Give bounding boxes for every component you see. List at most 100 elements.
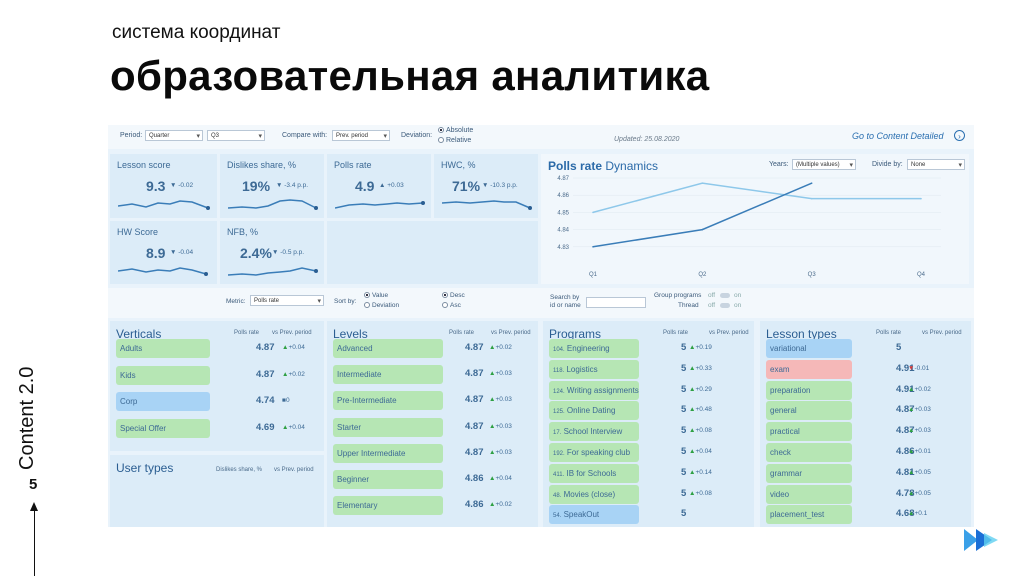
list-item[interactable]: exam 4.91 ▼-0.01 bbox=[760, 359, 971, 380]
item-label[interactable]: Beginner bbox=[333, 470, 443, 489]
item-label[interactable]: Advanced bbox=[333, 339, 443, 358]
kpi-lesson-score[interactable]: Lesson score 9.3 ▼ -0.02 bbox=[110, 154, 217, 218]
item-value: 5 bbox=[681, 508, 687, 520]
item-label[interactable]: Elementary bbox=[333, 496, 443, 516]
list-item[interactable]: preparation 4.91 ▲+0.02 bbox=[760, 380, 971, 401]
item-label[interactable]: grammar bbox=[766, 463, 852, 483]
item-label[interactable]: general bbox=[766, 401, 852, 421]
list-item[interactable]: 192. For speaking club 5 ▲+0.04 bbox=[543, 443, 754, 463]
list-item[interactable]: placement_test 4.68 ▲+0.1 bbox=[760, 505, 971, 525]
group-toggle[interactable] bbox=[720, 293, 730, 298]
item-label[interactable]: Pre-Intermediate bbox=[333, 391, 443, 411]
item-label[interactable]: Upper Intermediate bbox=[333, 443, 443, 463]
list-item[interactable]: Intermediate 4.87 ▲+0.03 bbox=[327, 365, 538, 385]
order-desc-radio[interactable]: Desc bbox=[442, 292, 465, 299]
list-item[interactable]: Pre-Intermediate 4.87 ▲+0.03 bbox=[327, 391, 538, 411]
list-item[interactable]: 48. Movies (close) 5 ▲+0.08 bbox=[543, 484, 754, 505]
list-item[interactable]: Advanced 4.87 ▲+0.02 bbox=[327, 339, 538, 359]
list-item[interactable]: video 4.78 ▲+0.05 bbox=[760, 484, 971, 505]
list-item[interactable]: 104. Engineering 5 ▲+0.19 bbox=[543, 339, 754, 359]
kpi-hw-score[interactable]: HW Score 8.9 ▼ -0.04 bbox=[110, 221, 217, 284]
order-asc-radio[interactable]: Asc bbox=[442, 302, 461, 309]
item-label[interactable]: 411. IB for Schools bbox=[549, 463, 639, 483]
divide-select[interactable]: None bbox=[907, 159, 965, 171]
list-item[interactable]: practical 4.87 ▲+0.03 bbox=[760, 422, 971, 442]
search-input[interactable] bbox=[586, 297, 646, 308]
item-label[interactable]: 118. Logistics bbox=[549, 359, 639, 379]
years-select[interactable]: (Multiple values) bbox=[792, 159, 856, 171]
thread-toggle[interactable] bbox=[720, 303, 730, 308]
list-item[interactable]: 124. Writing assignments 5 ▲+0.29 bbox=[543, 380, 754, 401]
list-item[interactable]: Corp 4.74 ■0 bbox=[110, 392, 324, 412]
deviation-relative[interactable]: Relative bbox=[438, 137, 471, 144]
item-label[interactable]: placement_test bbox=[766, 505, 852, 525]
sort-deviation-radio[interactable]: Deviation bbox=[364, 302, 399, 309]
list-item[interactable]: Elementary 4.86 ▲+0.02 bbox=[327, 496, 538, 516]
item-value: 5 bbox=[681, 404, 687, 416]
thread-label: Thread bbox=[678, 302, 699, 309]
item-label[interactable]: 124. Writing assignments bbox=[549, 380, 639, 400]
list-item[interactable]: Adults 4.87 ▲+0.04 bbox=[110, 339, 324, 359]
item-label[interactable]: 192. For speaking club bbox=[549, 443, 639, 462]
list-item[interactable]: Beginner 4.86 ▲+0.04 bbox=[327, 470, 538, 490]
list-item[interactable]: variational 5 bbox=[760, 339, 971, 359]
dashboard: Period: Quarter Q3 Compare with: Prev. p… bbox=[108, 125, 974, 527]
list-item[interactable]: 118. Logistics 5 ▲+0.33 bbox=[543, 359, 754, 380]
item-label[interactable]: preparation bbox=[766, 380, 852, 400]
col-header: Dislikes share, % bbox=[216, 467, 263, 473]
item-label[interactable]: practical bbox=[766, 422, 852, 442]
sort-value-radio[interactable]: Value bbox=[364, 292, 388, 299]
item-value: 4.87 bbox=[896, 404, 915, 416]
item-label[interactable]: 104. Engineering bbox=[549, 339, 639, 358]
list-item[interactable]: 411. IB for Schools 5 ▲+0.14 bbox=[543, 463, 754, 484]
item-label[interactable]: Intermediate bbox=[333, 365, 443, 385]
list-item[interactable]: Upper Intermediate 4.87 ▲+0.03 bbox=[327, 443, 538, 464]
list-item[interactable]: general 4.87 ▲+0.03 bbox=[760, 401, 971, 421]
item-label[interactable]: 17. School Interview bbox=[549, 422, 639, 442]
item-label[interactable]: Starter bbox=[333, 417, 443, 437]
list-item[interactable]: Special Offer 4.69 ▲+0.04 bbox=[110, 418, 324, 439]
item-label[interactable]: Corp bbox=[116, 392, 210, 411]
item-label[interactable]: 48. Movies (close) bbox=[549, 484, 639, 504]
col-header: Polls rate bbox=[663, 330, 689, 336]
chevron-right-icon[interactable]: › bbox=[954, 130, 965, 141]
item-value: 5 bbox=[681, 362, 687, 374]
goto-detailed-link[interactable]: Go to Content Detailed bbox=[852, 131, 944, 141]
kpi-nfb[interactable]: NFB, % 2.4% ▼ -0.5 p.p. bbox=[220, 221, 324, 284]
kpi-title: Lesson score bbox=[117, 160, 171, 170]
x-tick-label: Q4 bbox=[917, 272, 926, 278]
kpi-value: 2.4% bbox=[240, 245, 272, 261]
kpi-hwc[interactable]: HWC, % 71% ▼ -10.3 p.p. bbox=[434, 154, 538, 218]
list-item[interactable]: Starter 4.87 ▲+0.03 bbox=[327, 417, 538, 438]
compare-select[interactable]: Prev. period bbox=[332, 130, 390, 142]
item-label[interactable]: Kids bbox=[116, 365, 210, 385]
list-item[interactable]: check 4.86 ▲+0.01 bbox=[760, 443, 971, 463]
list-item[interactable]: 54. SpeakOut 5 bbox=[543, 505, 754, 525]
item-label[interactable]: 54. SpeakOut bbox=[549, 505, 639, 525]
item-value: 4.87 bbox=[465, 420, 484, 432]
item-label[interactable]: 125. Online Dating bbox=[549, 401, 639, 421]
item-label[interactable]: exam bbox=[766, 359, 852, 379]
item-delta: ▲+0.05 bbox=[908, 468, 931, 476]
kpi-dislikes-share[interactable]: Dislikes share, % 19% ▼ -3.4 p.p. bbox=[220, 154, 324, 218]
deviation-label: Deviation: bbox=[401, 132, 433, 139]
list-item[interactable]: 125. Online Dating 5 ▲+0.48 bbox=[543, 401, 754, 421]
item-label[interactable]: check bbox=[766, 443, 852, 462]
item-delta: ▼-0.01 bbox=[908, 364, 930, 372]
item-label[interactable]: video bbox=[766, 484, 852, 504]
item-label[interactable]: Special Offer bbox=[116, 418, 210, 438]
list-item[interactable]: 17. School Interview 5 ▲+0.08 bbox=[543, 422, 754, 442]
period-select[interactable]: Quarter bbox=[145, 130, 203, 142]
item-label[interactable]: Adults bbox=[116, 339, 210, 358]
item-label[interactable]: variational bbox=[766, 339, 852, 358]
kpi-polls-rate[interactable]: Polls rate 4.9 ▲ +0.03 bbox=[327, 154, 431, 218]
list-item[interactable]: grammar 4.81 ▲+0.05 bbox=[760, 463, 971, 484]
deviation-absolute[interactable]: Absolute bbox=[438, 127, 473, 134]
sparkline bbox=[118, 200, 210, 210]
metric-select[interactable]: Polls rate bbox=[250, 295, 324, 307]
list-item[interactable]: Kids 4.87 ▲+0.02 bbox=[110, 365, 324, 386]
quarter-select[interactable]: Q3 bbox=[207, 130, 265, 142]
kpi-title: HW Score bbox=[117, 227, 159, 237]
x-tick-label: Q1 bbox=[589, 272, 598, 278]
data-point bbox=[592, 246, 594, 248]
